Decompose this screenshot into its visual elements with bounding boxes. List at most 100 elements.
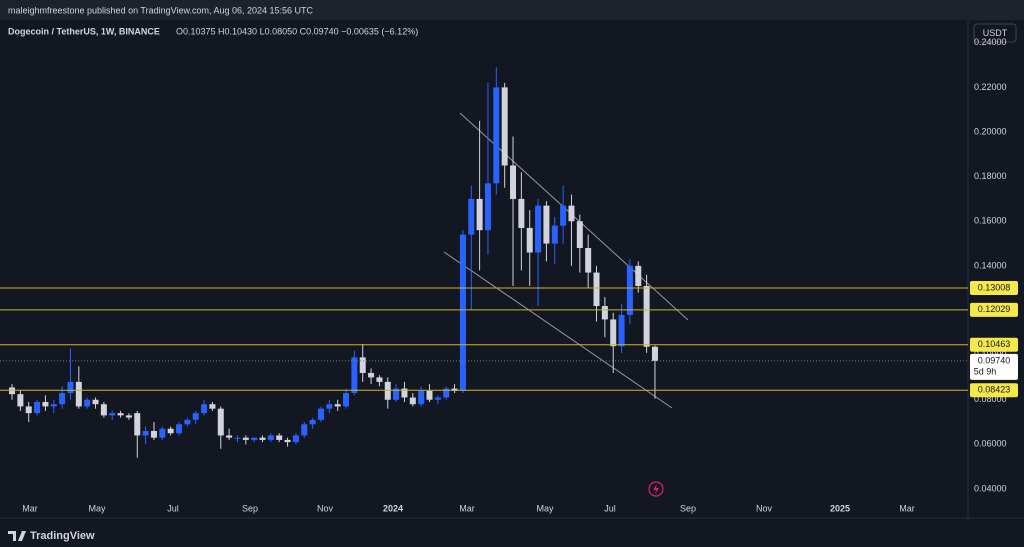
- candle-body: [267, 435, 274, 440]
- candle-body: [476, 198, 483, 231]
- candle-body: [493, 87, 500, 184]
- y-tick-label: 0.22000: [974, 82, 1007, 92]
- trend-line: [443, 251, 673, 409]
- candle-body: [426, 390, 433, 400]
- candle-body: [626, 265, 633, 315]
- candle-body: [459, 234, 466, 391]
- level-label: 0.13008: [978, 282, 1011, 292]
- candle-body: [201, 404, 208, 414]
- candle-body: [568, 205, 575, 222]
- candle-body: [125, 415, 132, 418]
- x-tick-label: Nov: [317, 503, 334, 513]
- candle-body: [17, 394, 24, 407]
- candle-body: [192, 413, 199, 420]
- candle-body: [518, 198, 525, 228]
- y-tick-label: 0.24000: [974, 37, 1007, 47]
- x-tick-label: 2024: [383, 503, 403, 513]
- candle-body: [9, 387, 16, 395]
- y-tick-label: 0.20000: [974, 126, 1007, 136]
- footer: [0, 522, 1024, 547]
- x-tick-label: Sep: [242, 503, 258, 513]
- candle-body: [585, 248, 592, 273]
- y-tick-label: 0.18000: [974, 171, 1007, 181]
- x-tick-label: Nov: [756, 503, 773, 513]
- candle-body: [610, 319, 617, 347]
- candle-body: [276, 435, 283, 440]
- candle-body: [217, 408, 224, 436]
- x-tick-label: Jul: [167, 503, 179, 513]
- candle-body: [401, 388, 408, 398]
- y-tick-label: 0.16000: [974, 216, 1007, 226]
- candle-body: [501, 87, 508, 166]
- candle-body: [510, 165, 517, 199]
- candle-body: [292, 435, 299, 443]
- candle-body: [551, 225, 558, 244]
- candle-body: [376, 377, 383, 382]
- candle-body: [84, 399, 91, 407]
- level-label: 0.08423: [978, 385, 1011, 395]
- candle-body: [384, 381, 391, 400]
- last-price-box: [970, 353, 1018, 380]
- candle-body: [560, 205, 567, 226]
- candle-body: [34, 401, 41, 414]
- candle-body: [251, 437, 258, 440]
- candle-body: [167, 428, 174, 434]
- candle-body: [317, 408, 324, 420]
- candle-body: [284, 439, 291, 443]
- level-label-box: [970, 383, 1018, 398]
- candle-body: [535, 205, 542, 253]
- candle-body: [443, 388, 450, 398]
- candle-body: [526, 227, 533, 253]
- currency[interactable]: USDT: [983, 28, 1008, 38]
- candle-body: [159, 428, 166, 438]
- candle-body: [75, 381, 82, 407]
- candle-body: [635, 265, 642, 286]
- candle-body: [543, 205, 550, 244]
- candle-body: [468, 198, 475, 235]
- candle-body: [209, 404, 216, 409]
- candle-body: [142, 430, 149, 436]
- candle-body: [301, 424, 308, 436]
- candle-body: [259, 437, 266, 440]
- y-tick-label: 0.06000: [974, 439, 1007, 449]
- top-bar: [0, 0, 1024, 20]
- candle-body: [92, 399, 99, 405]
- candle-body: [409, 397, 416, 405]
- x-tick-label: 2025: [830, 503, 850, 513]
- candle-body: [67, 381, 74, 394]
- candle-body: [434, 397, 441, 400]
- level-label-box: [970, 337, 1018, 352]
- candle-body: [50, 404, 57, 407]
- logo: [8, 531, 26, 541]
- candle-body: [242, 437, 249, 440]
- candle-body: [643, 285, 650, 347]
- candle-body: [601, 306, 608, 320]
- candle-body: [393, 388, 400, 400]
- candle-body: [418, 390, 425, 405]
- candle-body: [368, 372, 375, 378]
- y-tick-label: 0.08000: [974, 394, 1007, 404]
- publisher: maleighmfreestone published on TradingVi…: [8, 5, 314, 15]
- event-icon[interactable]: [648, 481, 664, 497]
- candle-body: [576, 221, 583, 249]
- candle-body: [25, 406, 32, 414]
- x-tick-label: Mar: [22, 503, 38, 513]
- candle-body: [117, 413, 124, 416]
- level-label-box: [970, 302, 1018, 317]
- candle-body: [593, 272, 600, 307]
- x-tick-label: May: [536, 503, 554, 513]
- candle-body: [226, 435, 233, 438]
- ohlc: O0.10375 H0.10430 L0.08050 C0.09740 −0.0…: [176, 26, 418, 36]
- candle-body: [618, 314, 625, 347]
- candle-body: [309, 419, 316, 425]
- currency-button[interactable]: [973, 23, 1017, 43]
- candle-body: [42, 401, 49, 407]
- candle-body: [150, 430, 157, 438]
- candle-body: [59, 393, 66, 405]
- y-tick-label: 0.04000: [974, 483, 1007, 493]
- brand: TradingView: [30, 530, 95, 542]
- candle-body: [359, 357, 366, 373]
- event-icon-bolt: [653, 484, 659, 494]
- x-tick-label: Mar: [899, 503, 915, 513]
- candle-body: [109, 413, 116, 416]
